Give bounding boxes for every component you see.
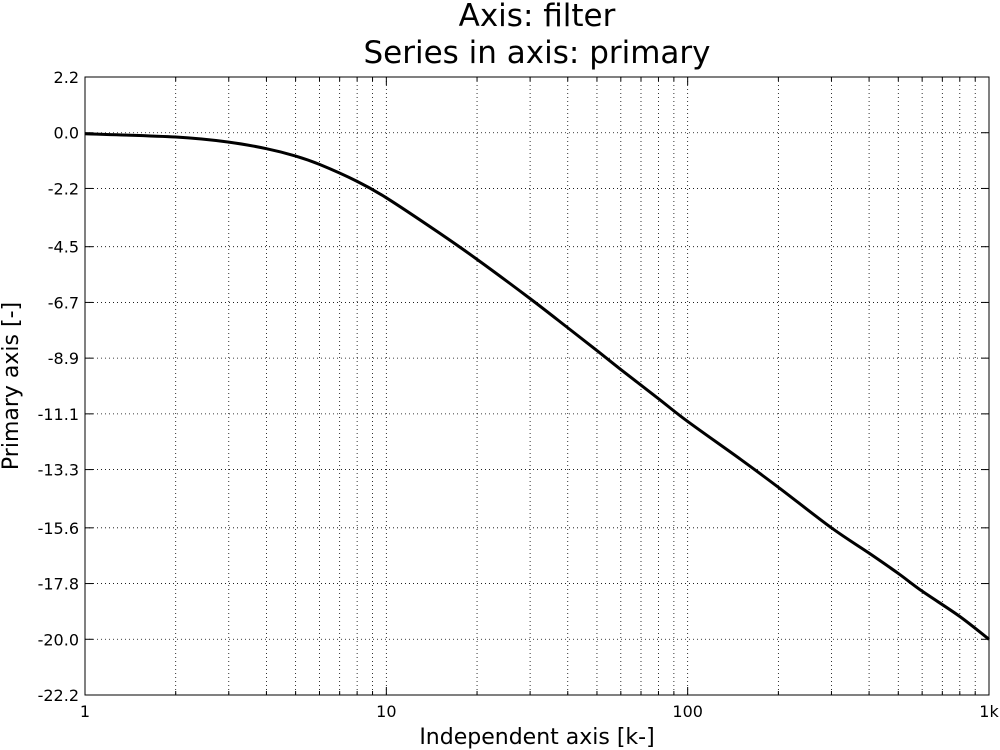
y-tick-label: -11.1	[38, 405, 79, 424]
y-tick-label: -15.6	[38, 519, 79, 538]
y-axis-label: Primary axis [-]	[0, 302, 24, 470]
y-tick-label: -8.9	[48, 349, 79, 368]
x-tick-label: 100	[672, 702, 703, 721]
y-tick-label: -2.2	[48, 179, 79, 198]
y-tick-label: -17.8	[38, 575, 79, 594]
y-tick-label: -13.3	[38, 461, 79, 480]
y-tick-label: -6.7	[48, 293, 79, 312]
grid-lines	[84, 76, 989, 696]
series-group	[84, 132, 990, 641]
y-tick-label: -4.5	[48, 238, 79, 257]
y-tick-labels: 2.2 0.0 -2.2 -4.5 -6.7 -8.9 -11.1 -13.3 -15.6 -17…	[38, 68, 79, 705]
plot-area-frame	[84, 76, 990, 696]
x-tick-label: 1	[80, 702, 90, 721]
y-tick-label: -20.0	[38, 630, 79, 649]
tick-marks	[84, 76, 989, 696]
x-tick-labels: 1 10 100 1k	[80, 702, 1000, 721]
x-axis-label: Independent axis [k-]	[419, 725, 654, 750]
chart-title-line2: Series in axis: primary	[363, 35, 710, 71]
y-tick-label: 2.2	[54, 68, 79, 87]
y-tick-label: 0.0	[54, 124, 79, 143]
series-line-0	[84, 132, 990, 641]
y-tick-label: -22.2	[38, 686, 79, 705]
x-tick-label: 10	[376, 702, 396, 721]
x-tick-label: 1k	[979, 702, 999, 721]
chart-title-line1: Axis: filter	[459, 0, 616, 34]
